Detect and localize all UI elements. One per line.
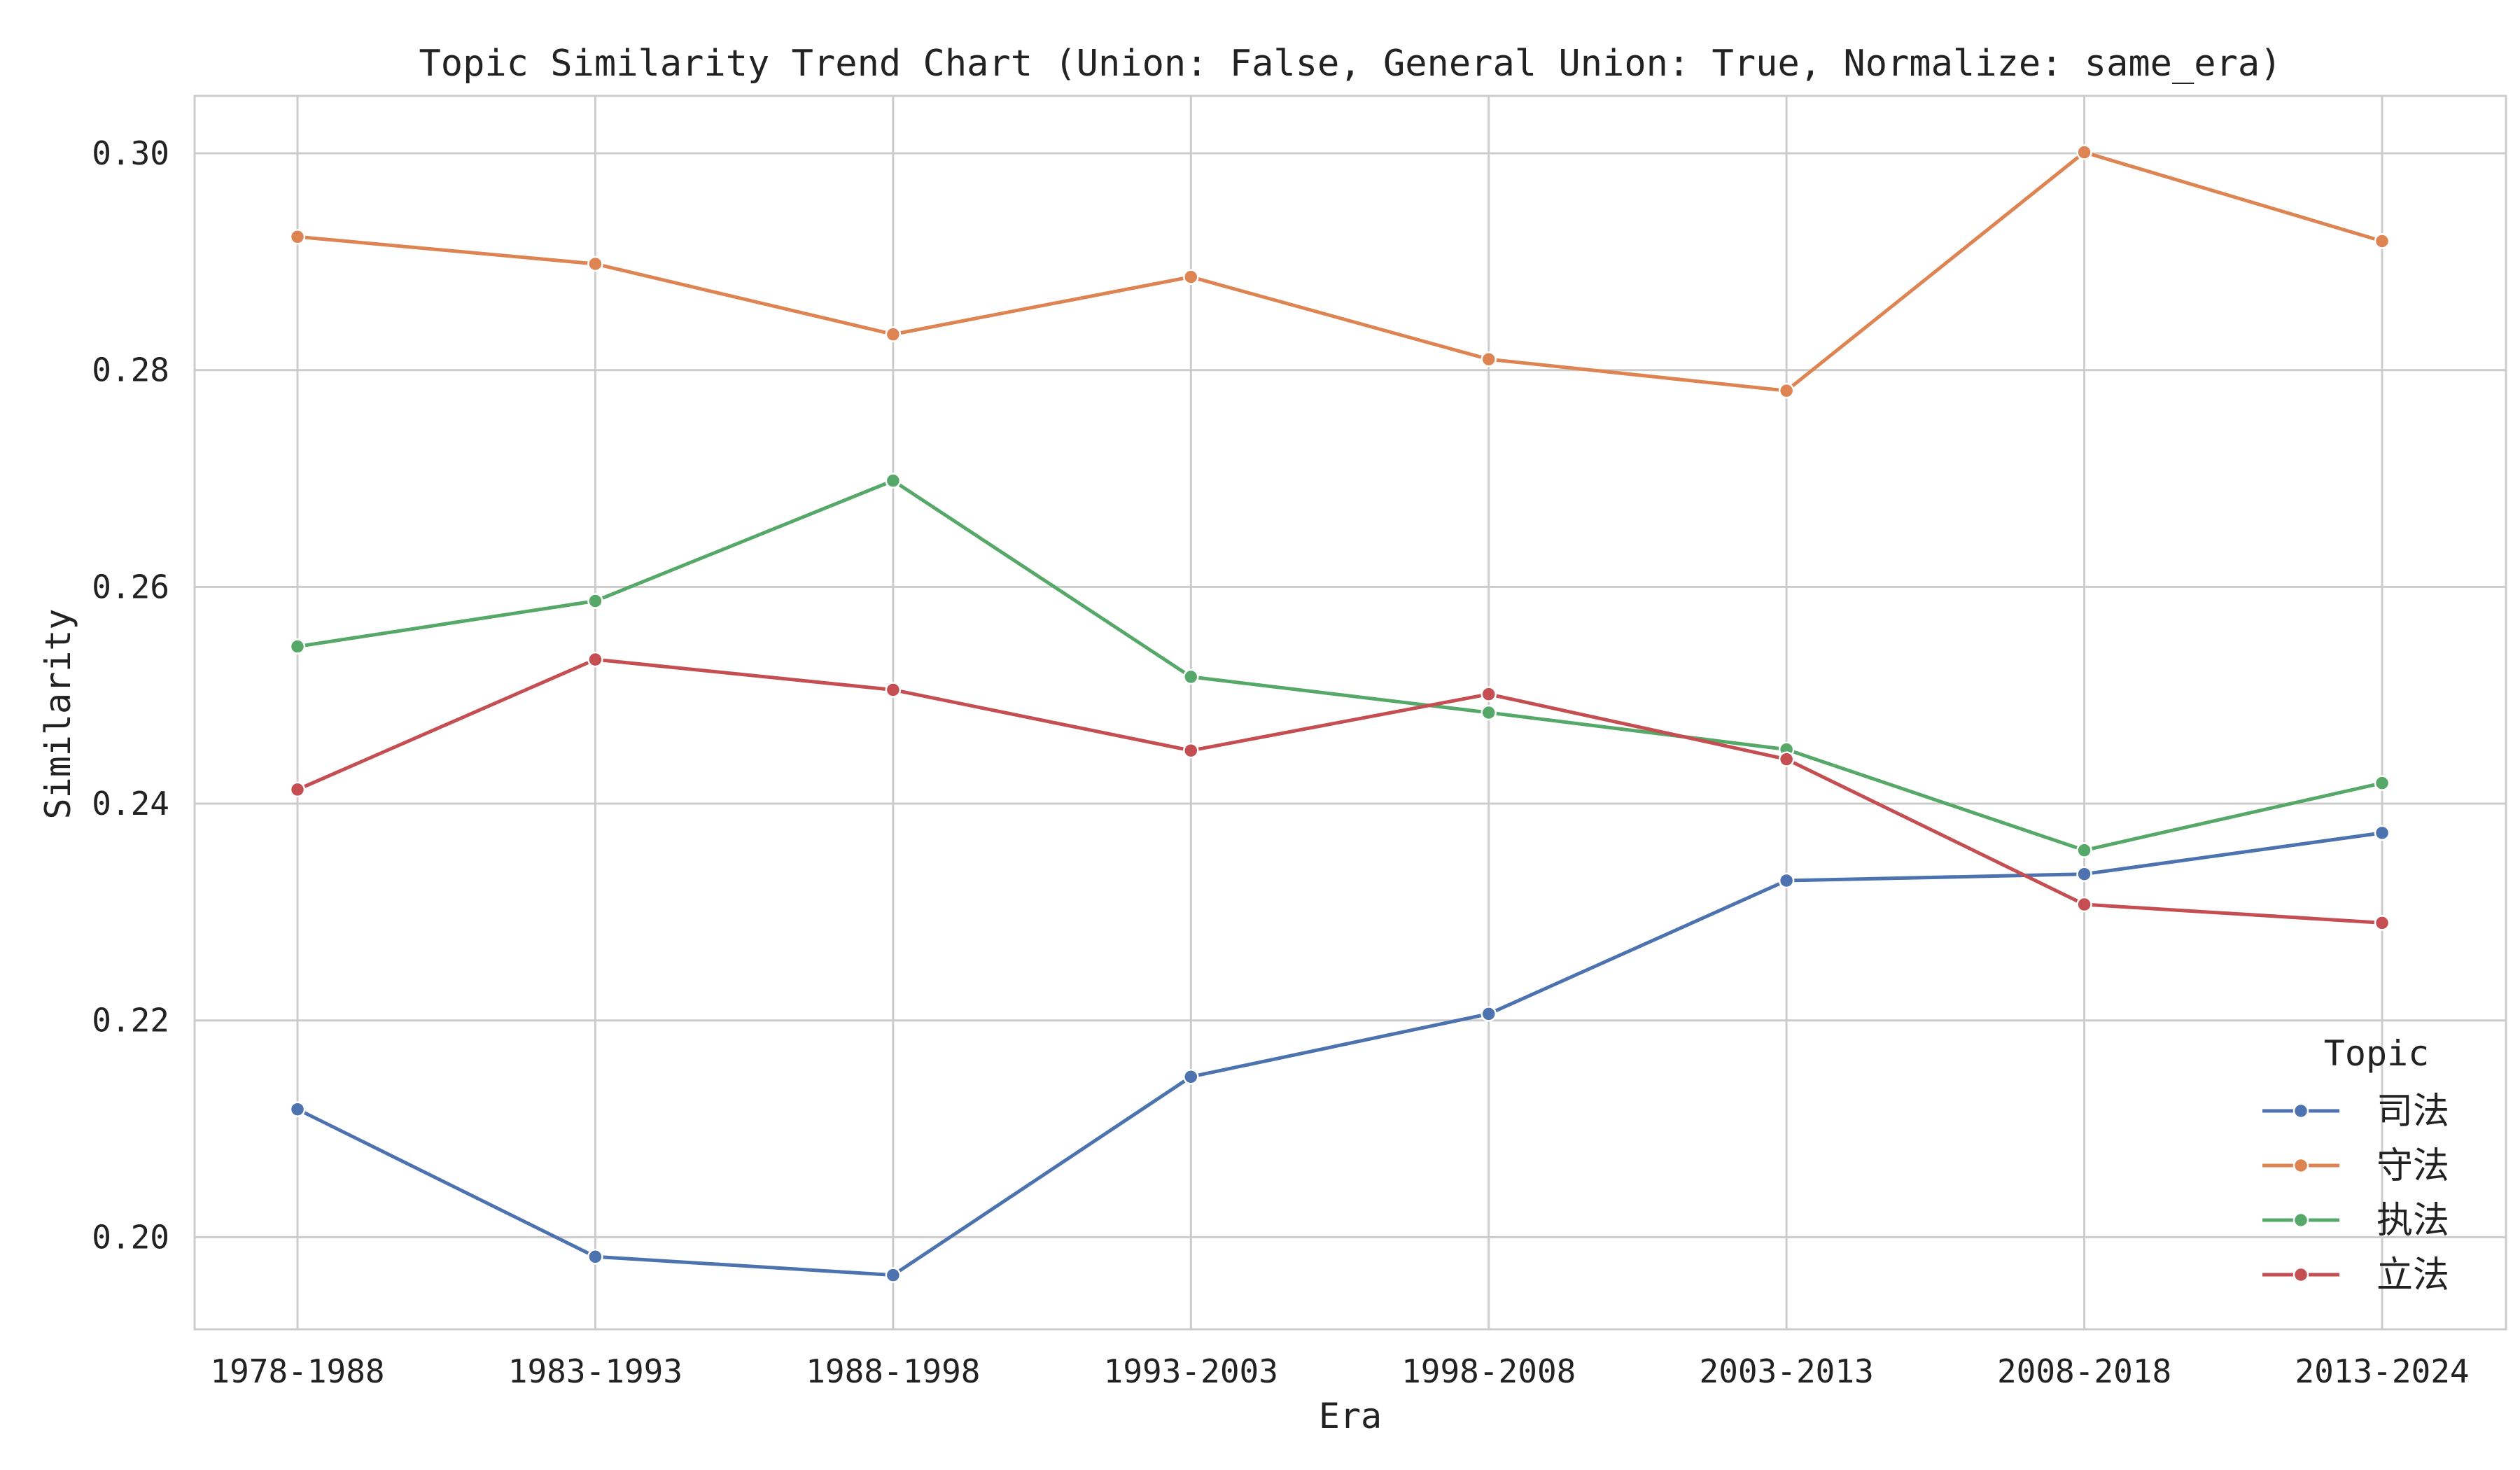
data-point bbox=[1778, 751, 1795, 767]
data-point bbox=[1480, 351, 1497, 368]
data-point bbox=[885, 326, 902, 342]
data-point bbox=[289, 229, 306, 245]
x-tick-label: 1983-1993 bbox=[508, 1352, 682, 1390]
series-group bbox=[289, 472, 2390, 858]
y-tick-label: 0.22 bbox=[92, 1002, 169, 1040]
y-tick-label: 0.26 bbox=[92, 568, 169, 606]
data-point bbox=[2076, 842, 2092, 858]
legend-marker bbox=[2292, 1212, 2309, 1228]
series-line bbox=[295, 479, 2384, 853]
data-point bbox=[1778, 872, 1795, 889]
data-point bbox=[2076, 866, 2092, 882]
data-point bbox=[289, 638, 306, 654]
y-tick-label: 0.30 bbox=[92, 134, 169, 172]
x-tick-label: 1978-1988 bbox=[210, 1352, 384, 1390]
data-point bbox=[2374, 775, 2390, 791]
data-point bbox=[1480, 704, 1497, 721]
data-point bbox=[587, 593, 603, 609]
data-point bbox=[1183, 742, 1199, 759]
data-point bbox=[1778, 382, 1795, 399]
series-group bbox=[289, 651, 2390, 931]
data-point bbox=[1480, 686, 1497, 702]
legend-label: 立法 bbox=[2376, 1254, 2449, 1296]
x-tick-label: 2008-2018 bbox=[1997, 1352, 2171, 1390]
data-point bbox=[587, 1249, 603, 1265]
data-point bbox=[885, 1267, 902, 1283]
x-tick-label: 2003-2013 bbox=[1700, 1352, 1874, 1390]
series-line bbox=[295, 150, 2384, 393]
series-line bbox=[295, 657, 2384, 925]
grid-layer bbox=[195, 96, 2506, 1329]
legend-title: Topic bbox=[2324, 1033, 2430, 1074]
data-point bbox=[2374, 233, 2390, 249]
data-point bbox=[885, 472, 902, 489]
series-layer bbox=[289, 144, 2390, 1283]
tick-layer: 1978-1988 1983-1993 1988-1998 1993-2003 1998… bbox=[92, 134, 2469, 1390]
legend-label: 司法 bbox=[2376, 1091, 2449, 1133]
data-point bbox=[289, 781, 306, 798]
data-point bbox=[1183, 1068, 1199, 1085]
x-tick-label: 1988-1998 bbox=[806, 1352, 980, 1390]
legend-label: 守法 bbox=[2376, 1145, 2449, 1187]
chart-title: Topic Similarity Trend Chart (Union: Fal… bbox=[419, 43, 2281, 85]
y-tick-label: 0.28 bbox=[92, 351, 169, 389]
x-tick-label: 1998-2008 bbox=[1401, 1352, 1576, 1390]
y-tick-label: 0.20 bbox=[92, 1218, 169, 1256]
legend-label: 执法 bbox=[2376, 1200, 2449, 1242]
y-axis-label: Similarity bbox=[38, 608, 78, 819]
data-point bbox=[1183, 668, 1199, 685]
data-point bbox=[2374, 915, 2390, 931]
legend-marker bbox=[2292, 1266, 2309, 1283]
legend-marker bbox=[2292, 1102, 2309, 1119]
series-group bbox=[289, 144, 2390, 399]
legend-marker bbox=[2292, 1157, 2309, 1174]
series-group bbox=[289, 825, 2390, 1283]
data-point bbox=[2076, 896, 2092, 913]
x-tick-label: 1993-2003 bbox=[1104, 1352, 1278, 1390]
x-axis-label: Era bbox=[1319, 1396, 1382, 1436]
data-point bbox=[1183, 269, 1199, 285]
y-tick-label: 0.24 bbox=[92, 785, 169, 822]
data-point bbox=[289, 1101, 306, 1117]
data-point bbox=[2374, 825, 2390, 841]
data-point bbox=[587, 255, 603, 272]
data-point bbox=[885, 682, 902, 698]
data-point bbox=[587, 651, 603, 668]
series-line bbox=[295, 831, 2384, 1278]
data-point bbox=[1480, 1006, 1497, 1022]
plot-frame bbox=[193, 94, 2507, 1331]
data-point bbox=[2076, 144, 2092, 160]
x-tick-label: 2013-2024 bbox=[2295, 1352, 2469, 1390]
